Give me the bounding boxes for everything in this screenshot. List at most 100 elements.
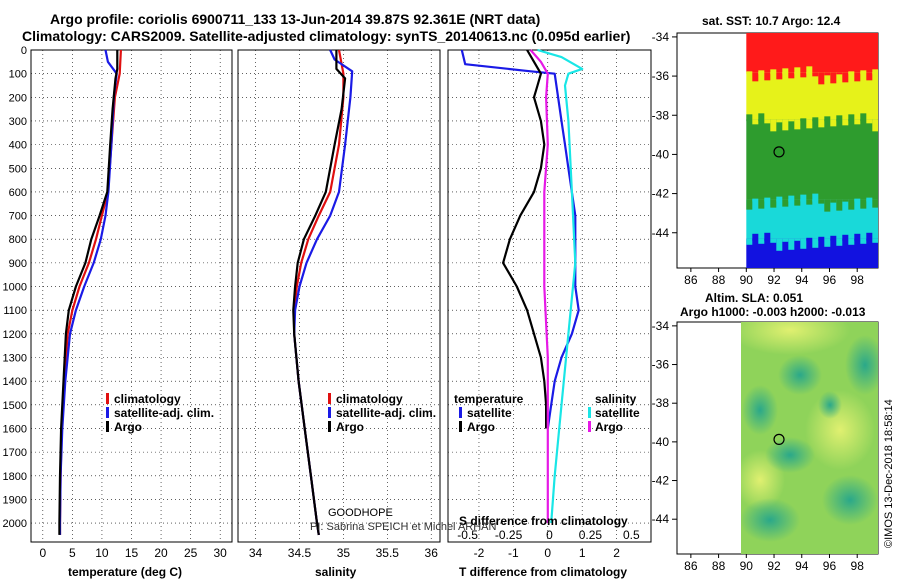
depth-tick-label: 800 — [9, 234, 27, 246]
sst-edge-cell — [836, 199, 843, 211]
sst-edge-cell — [782, 68, 789, 75]
top-x-tick-label: 0.5 — [623, 528, 640, 542]
sst-edge-cell — [812, 72, 819, 77]
legend-argo-label: Argo — [114, 420, 142, 434]
sst-edge-cell — [818, 236, 825, 241]
legend-t-sat-mark — [459, 407, 462, 418]
legend-s-argo-mark — [588, 421, 591, 432]
legend-temperature-title: temperature — [454, 392, 524, 406]
sst-edge-cell — [794, 119, 801, 130]
map-y-tick-label: -44 — [652, 226, 670, 240]
sst-band-green — [746, 119, 878, 200]
sst-edge-cell — [776, 196, 783, 202]
sst-edge-cell — [758, 70, 765, 75]
sst-edge-cell — [824, 238, 831, 247]
sst-edge-cell — [752, 119, 759, 125]
sst-edge-cell — [848, 71, 855, 75]
sst-edge-cell — [764, 72, 771, 81]
map-x-tick-label: 98 — [851, 273, 865, 287]
difference-legend: temperature satellite Argo salinity sate… — [454, 392, 640, 434]
sst-edge-cell — [746, 71, 753, 75]
sla-yellow-patch — [741, 322, 850, 355]
x-tick-label: 25 — [184, 546, 198, 560]
legend-s-sat-mark — [588, 407, 591, 418]
sla-map-title2: Argo h1000: -0.003 h2000: -0.013 — [680, 305, 866, 319]
sst-edge-cell — [752, 198, 759, 202]
sst-band-red — [746, 33, 878, 73]
difference-panel — [447, 49, 652, 543]
depth-tick-label: 0 — [21, 45, 27, 57]
x-tick-label: 15 — [125, 546, 139, 560]
map-x-tick-label: 98 — [851, 559, 865, 573]
sst-edge-cell — [752, 233, 759, 241]
map-y-tick-label: -36 — [652, 358, 670, 372]
profile-curves — [58, 48, 584, 536]
temperature-panel — [30, 49, 233, 543]
map-y-tick-label: -44 — [652, 512, 670, 526]
profile-location-marker — [773, 146, 785, 158]
top-x-tick-label: -0.25 — [495, 528, 523, 542]
sst-edge-cell — [842, 119, 849, 126]
map-x-tick-label: 86 — [684, 273, 698, 287]
sst-edge-cell — [836, 238, 843, 246]
map-x-tick-label: 88 — [712, 559, 726, 573]
map-y-tick-label: -42 — [652, 474, 670, 488]
legend-clim-mark — [328, 393, 331, 404]
x-tick-label: 5 — [69, 546, 76, 560]
depth-tick-label: 1100 — [3, 305, 27, 317]
sst-edge-cell — [866, 119, 873, 124]
sla-green-eddy — [845, 335, 878, 395]
salinity-legend: climatology satellite-adj. clim. Argo — [328, 392, 436, 434]
x-tick-label: 30 — [213, 546, 227, 560]
sst-map-title: sat. SST: 10.7 Argo: 12.4 — [702, 14, 841, 28]
sst-edge-cell — [794, 199, 801, 206]
legend-sat-mark — [106, 407, 109, 418]
sst-edge-cell — [800, 194, 807, 202]
sst-edge-cell — [782, 119, 789, 131]
sst-edge-cell — [866, 197, 873, 202]
sst-edge-cell — [776, 238, 783, 251]
sst-edge-cell — [770, 69, 777, 75]
map-x-tick-label: 88 — [712, 273, 726, 287]
x-tick-label: 20 — [154, 546, 168, 560]
legend-salinity-title: salinity — [595, 392, 637, 406]
legend-t-argo-mark — [459, 421, 462, 432]
depth-tick-label: 1400 — [3, 376, 27, 388]
sst-edge-cell — [812, 193, 819, 202]
title-line2: Climatology: CARS2009. Satellite-adjuste… — [22, 28, 630, 44]
legend-argo-mark — [328, 421, 331, 432]
x-tick-label: 10 — [95, 546, 109, 560]
sla-green-eddy — [741, 498, 800, 542]
sst-edge-cell — [776, 119, 783, 123]
depth-tick-label: 1900 — [3, 494, 27, 506]
sst-edge-cell — [782, 199, 789, 207]
depth-tick-label: 1600 — [3, 423, 27, 435]
map-x-tick-label: 96 — [823, 559, 837, 573]
legend-clim-label: climatology — [114, 392, 181, 406]
sst-edge-cell — [764, 232, 771, 241]
goodhope-label: GOODHOPE — [328, 507, 393, 519]
sst-edge-cell — [788, 119, 795, 122]
map-y-tick-label: -36 — [652, 69, 670, 83]
grid-layer — [31, 49, 651, 542]
x-tick-label: 36 — [425, 546, 439, 560]
depth-tick-label: 900 — [9, 258, 27, 270]
legend-s-argo-label: Argo — [595, 420, 623, 434]
credit-text: ©IMOS 13-Dec-2018 18:58:14 — [883, 399, 895, 548]
x-tick-label: 2 — [613, 546, 620, 560]
depth-tick-label: 300 — [9, 116, 27, 128]
x-tick-label: 35.5 — [376, 546, 400, 560]
tick-labels: 0 5 10 15 20 25 300100200300400500600700800900… — [3, 45, 641, 560]
sst-edge-cell — [806, 119, 813, 129]
depth-tick-label: 1800 — [3, 471, 27, 483]
sst-edge-cell — [866, 72, 873, 81]
sst-edge-cell — [800, 72, 807, 78]
sst-edge-cell — [872, 199, 878, 208]
title-line1: Argo profile: coriolis 6900711_133 13-Ju… — [50, 11, 540, 27]
sst-edge-cell — [854, 198, 861, 202]
series-line-argo — [292, 50, 347, 536]
top-x-tick-label: 0 — [546, 528, 553, 542]
x-tick-label: -1 — [508, 546, 519, 560]
depth-tick-label: 600 — [9, 187, 27, 199]
map-x-tick-label: 92 — [767, 559, 781, 573]
